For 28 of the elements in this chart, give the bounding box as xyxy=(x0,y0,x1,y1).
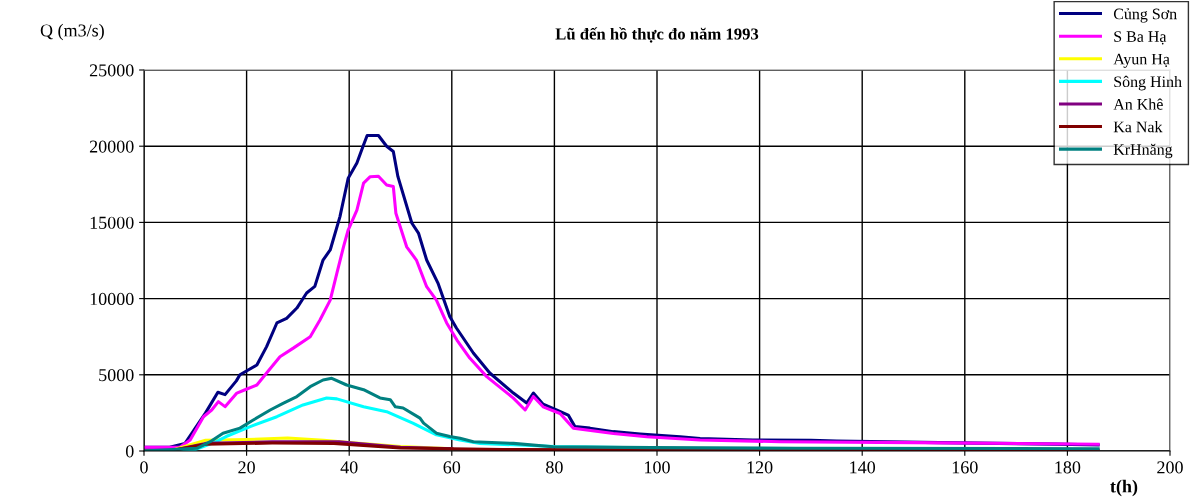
x-tick-label: 200 xyxy=(1157,461,1183,474)
y-tick-label: 0 xyxy=(125,445,134,458)
legend-label: S Ba Hạ xyxy=(1114,31,1167,45)
y-tick-label: 20000 xyxy=(89,140,134,153)
legend-label: An Khê xyxy=(1113,98,1163,110)
chart-title: Lũ đến hồ thực đo năm 1993 xyxy=(555,27,759,43)
x-tick-label: 60 xyxy=(443,461,461,474)
legend-label: KrHnăng xyxy=(1113,143,1173,159)
x-tick-label: 40 xyxy=(340,461,358,474)
x-tick-label: 80 xyxy=(546,461,563,474)
x-tick-label: 120 xyxy=(747,461,773,474)
x-tick-label: 20 xyxy=(238,461,255,474)
x-tick-label: 160 xyxy=(952,461,978,474)
legend-label: Ayun Hạ xyxy=(1113,53,1170,68)
x-tick-label: 180 xyxy=(1055,461,1081,474)
line-series xyxy=(144,376,1100,451)
x-tick-label: 0 xyxy=(140,461,148,474)
y-axis-title: Q (m3/s) xyxy=(40,23,104,41)
legend-label: Ka Nak xyxy=(1113,121,1163,133)
legend-label: Sông Hinh xyxy=(1114,75,1182,91)
legend-label: Củng Sơn xyxy=(1113,8,1177,23)
y-tick-label: 15000 xyxy=(90,216,134,229)
x-tick-label: 100 xyxy=(645,461,670,474)
x-axis-title: t(h) xyxy=(1110,479,1138,497)
x-tick-label: 140 xyxy=(850,461,876,474)
y-tick-label: 5000 xyxy=(99,369,134,382)
y-tick-label: 10000 xyxy=(90,292,134,306)
y-tick-label: 25000 xyxy=(89,64,134,77)
